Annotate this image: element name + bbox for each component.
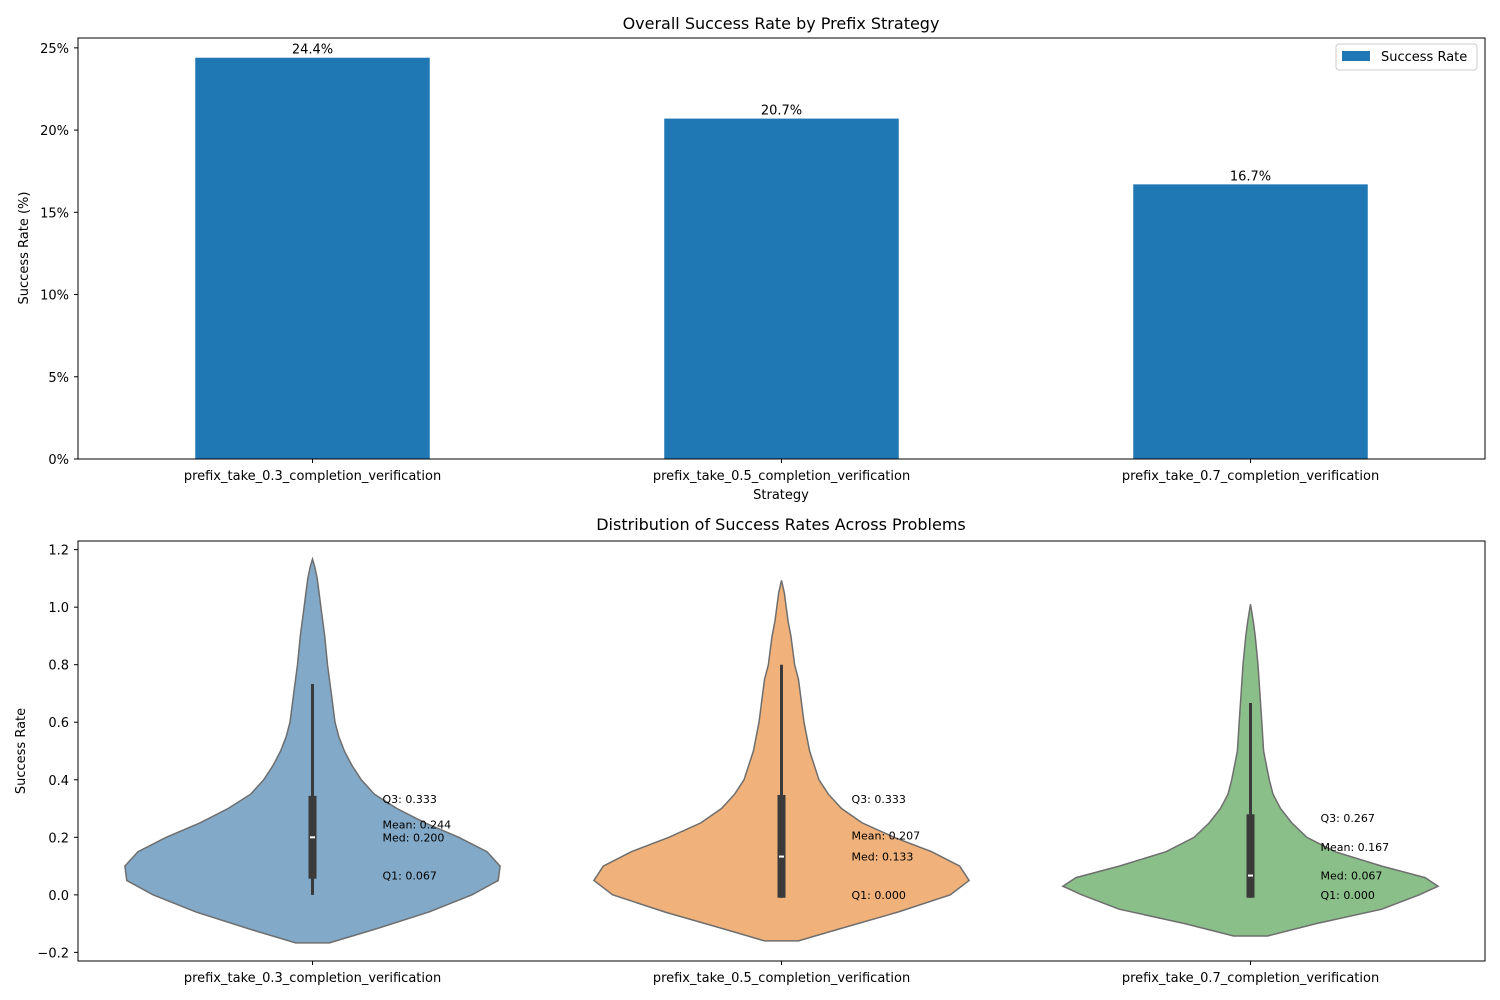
violin-annotation: Mean: 0.244	[383, 819, 452, 832]
bar-y-axis-label: Success Rate (%)	[17, 192, 32, 305]
violin-plot-frame	[77, 540, 1486, 962]
violin-annotation: Q3: 0.333	[383, 793, 437, 806]
violin-annotation: Mean: 0.167	[1321, 841, 1390, 854]
bar-y-tick-label: 5%	[48, 371, 69, 386]
bar-plot-frame	[77, 37, 1486, 460]
violin-chart-title: Distribution of Success Rates Across Pro…	[596, 515, 966, 534]
violin-y-tick-label: 0.0	[48, 889, 69, 904]
bar-legend: Success Rate	[1335, 43, 1478, 71]
bar-data-label: 20.7%	[761, 104, 802, 119]
violin-annotation: Mean: 0.207	[852, 829, 921, 842]
violin-y-axis: −0.2 0.0 0.2 0.4 0.6 0.8 1.0 1.2	[37, 544, 78, 961]
violin-y-axis-label: Success Rate	[14, 708, 29, 794]
bar-chart: Overall Success Rate by Prefix Strategy …	[17, 14, 1486, 503]
violin-iqr-box	[777, 795, 786, 898]
violin-annotation: Med: 0.200	[383, 831, 445, 844]
bar-data-label: 16.7%	[1230, 169, 1271, 184]
bar-y-tick-label: 25%	[40, 42, 69, 57]
violin-annotation: Q1: 0.000	[1321, 889, 1375, 902]
bar	[195, 57, 430, 459]
violin-annotation: Q1: 0.067	[383, 870, 437, 883]
violin-annotation: Q3: 0.333	[852, 793, 906, 806]
bar-y-tick-label: 20%	[40, 124, 69, 139]
violin-x-tick-label: prefix_take_0.5_completion_verification	[653, 971, 910, 986]
bar-x-tick-label: prefix_take_0.3_completion_verification	[184, 469, 441, 484]
legend-swatch	[1342, 51, 1370, 61]
violin-y-tick-label: 0.4	[48, 774, 69, 789]
bar-chart-title: Overall Success Rate by Prefix Strategy	[623, 14, 940, 33]
violin-y-tick-label: 1.0	[48, 601, 69, 616]
legend-frame	[1335, 43, 1478, 71]
violin-y-tick-label: 0.8	[48, 659, 69, 674]
bar-series: 24.4% 20.7% 16.7%	[195, 43, 1368, 459]
violin-annotation: Q3: 0.267	[1321, 812, 1375, 825]
violin-chart: Distribution of Success Rates Across Pro…	[14, 515, 1486, 986]
violin-y-tick-label: 0.6	[48, 716, 69, 731]
violin-x-tick-label: prefix_take_0.7_completion_verification	[1122, 971, 1379, 986]
bar-y-tick-label: 15%	[40, 206, 69, 221]
violin-y-tick-label: 1.2	[48, 544, 69, 559]
violin-y-tick-label: −0.2	[37, 946, 69, 961]
violin-x-axis: prefix_take_0.3_completion_verification p…	[184, 961, 1379, 986]
bar-x-axis-label: Strategy	[753, 488, 809, 503]
violin-y-tick-label: 0.2	[48, 831, 69, 846]
violin-iqr-box	[1246, 814, 1255, 898]
bar-y-tick-label: 10%	[40, 289, 69, 304]
violin-x-tick-label: prefix_take_0.3_completion_verification	[184, 971, 441, 986]
bar-x-tick-label: prefix_take_0.7_completion_verification	[1122, 469, 1379, 484]
bar-x-tick-label: prefix_take_0.5_completion_verification	[653, 469, 910, 484]
violin-annotation: Med: 0.133	[852, 851, 914, 864]
bar-x-axis: prefix_take_0.3_completion_verification p…	[184, 459, 1379, 484]
bar	[1133, 184, 1368, 459]
violin-annotation: Med: 0.067	[1321, 870, 1383, 883]
bar-y-tick-label: 0%	[48, 453, 69, 468]
bar-data-label: 24.4%	[292, 43, 333, 58]
bar-y-axis: 0% 5% 10% 15% 20% 25%	[40, 42, 78, 468]
bar	[664, 118, 899, 459]
violin-annotation: Q1: 0.000	[852, 889, 906, 902]
legend-label: Success Rate	[1381, 50, 1467, 65]
